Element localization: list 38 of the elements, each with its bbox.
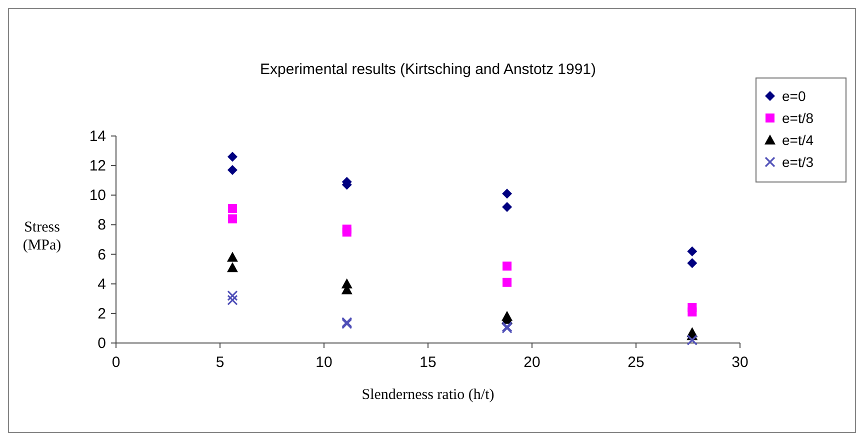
x-tick-label: 10	[316, 354, 332, 371]
point	[342, 228, 352, 237]
point	[228, 214, 237, 224]
x-tick-label: 15	[420, 354, 436, 371]
point	[687, 258, 698, 268]
y-tick-label: 10	[89, 187, 106, 204]
point	[226, 252, 238, 262]
y-tick-label: 8	[98, 216, 106, 234]
legend-label: e=t/4	[782, 132, 814, 148]
point	[502, 188, 512, 199]
point	[227, 290, 238, 301]
y-tick-label: 4	[98, 276, 106, 293]
x-tick-label: 20	[524, 354, 540, 371]
point	[502, 262, 512, 271]
legend-label: e=t/8	[782, 110, 814, 126]
point	[687, 246, 698, 256]
y-tick-label: 12	[89, 158, 106, 175]
point	[227, 165, 238, 176]
legend-label: e=t/3	[782, 154, 814, 170]
y-tick-label: 6	[98, 246, 106, 264]
x-tick-label: 5	[216, 354, 224, 371]
y-tick-label: 2	[98, 305, 106, 322]
y-tick-label: 14	[89, 128, 106, 145]
y-tick-label: 0	[98, 335, 106, 352]
point	[228, 204, 237, 213]
x-axis-title: Slenderness ratio (h/t)	[362, 387, 494, 403]
x-tick-label: 30	[732, 354, 748, 371]
chart-title: Experimental results (Kirtsching and Anstotz 1991)	[260, 61, 596, 78]
legend-label: e=0	[782, 88, 806, 104]
point	[502, 278, 512, 287]
x-tick-label: 0	[112, 354, 120, 371]
x-tick-label: 25	[628, 354, 644, 371]
point	[227, 152, 238, 162]
point	[502, 202, 512, 212]
y-axis-title: Stress (MPa)	[22, 220, 62, 254]
point	[227, 294, 238, 306]
point	[688, 307, 697, 316]
point	[226, 262, 238, 272]
